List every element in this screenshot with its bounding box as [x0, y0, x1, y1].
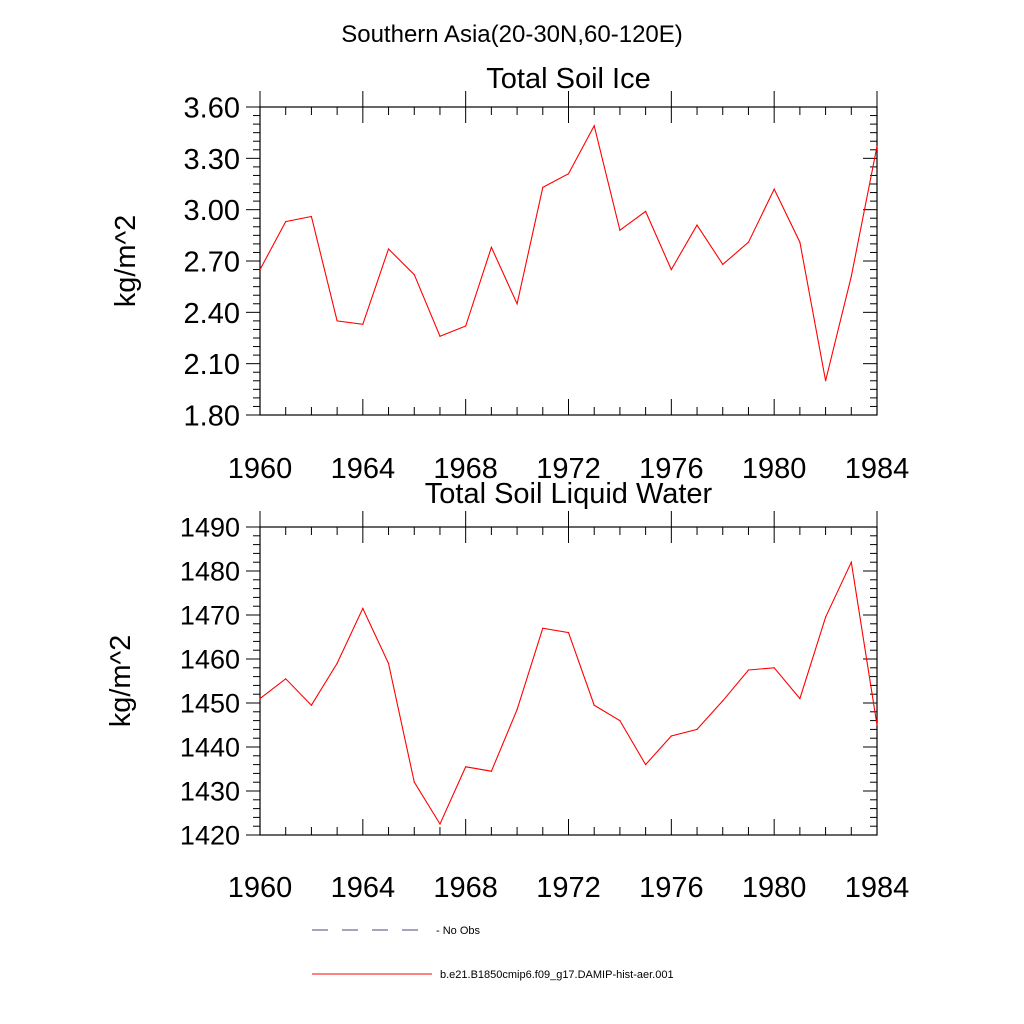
figure-title: Southern Asia(20-30N,60-120E)	[341, 21, 683, 48]
x-tick-label: 1964	[331, 872, 396, 904]
x-tick-label: 1980	[742, 872, 807, 904]
x-tick-label: 1984	[845, 872, 910, 904]
legend: - No Obs b.e21.B1850cmip6.f09_g17.DAMIP-h…	[312, 925, 674, 981]
data-point	[387, 248, 390, 250]
data-point	[310, 704, 313, 706]
x-tick-label: 1960	[228, 453, 293, 485]
x-tick-label: 1976	[639, 453, 704, 485]
y-tick-label: 1450	[180, 689, 240, 719]
data-point	[413, 274, 415, 276]
x-tick-label: 1968	[433, 453, 498, 485]
y-tick-label: 1.80	[184, 400, 240, 432]
data-point	[773, 188, 775, 190]
data-point	[516, 709, 518, 711]
data-point	[824, 616, 827, 618]
data-point	[516, 303, 518, 305]
panel-title: Total Soil Ice	[486, 63, 650, 95]
y-tick-label: 2.70	[184, 246, 240, 278]
data-point	[490, 246, 492, 248]
y-tick-label: 2.40	[184, 298, 240, 330]
x-tick-label: 1972	[536, 453, 601, 485]
data-point	[619, 720, 621, 722]
data-point	[439, 335, 441, 337]
data-point	[670, 735, 672, 737]
data-point	[593, 704, 595, 706]
data-point	[465, 766, 467, 768]
data-point	[645, 764, 647, 766]
data-point	[593, 125, 595, 127]
data-point	[722, 263, 724, 266]
panel-title: Total Soil Liquid Water	[425, 478, 713, 510]
y-axis-label: kg/m^2	[105, 635, 137, 728]
legend-label: b.e21.B1850cmip6.f09_g17.DAMIP-hist-aer.…	[440, 969, 674, 981]
data-point	[876, 145, 878, 147]
data-point	[310, 215, 313, 218]
y-tick-label: 3.00	[184, 195, 240, 227]
data-point	[567, 173, 570, 175]
data-point	[799, 698, 801, 700]
x-tick-label: 1960	[228, 872, 293, 904]
data-point	[567, 632, 570, 634]
data-point	[285, 678, 287, 680]
legend-label: - No Obs	[436, 925, 481, 937]
data-point	[747, 669, 750, 671]
data-point	[850, 275, 852, 277]
y-tick-label: 1440	[180, 733, 240, 763]
chart-panel-2: Total Soil Liquid Water kg/m^2 1960 1964 196…	[105, 478, 909, 904]
data-point	[439, 823, 441, 825]
y-tick-label: 3.30	[184, 144, 240, 176]
y-tick-label: 1470	[180, 601, 240, 631]
data-point	[542, 627, 544, 629]
data-point	[670, 268, 672, 271]
data-point	[285, 221, 287, 223]
chart-panels: Total Soil Ice kg/m^2 1960 1964 1968 1972 1976…	[105, 63, 909, 904]
data-point	[413, 781, 415, 783]
data-point	[259, 268, 261, 271]
data-point	[645, 210, 647, 212]
y-tick-label: 2.10	[184, 349, 240, 381]
x-tick-label: 1984	[845, 453, 910, 485]
y-tick-label: 1480	[180, 557, 240, 587]
y-tick-label: 1490	[180, 513, 240, 543]
data-point	[362, 323, 364, 325]
data-point	[876, 724, 878, 726]
data-point	[465, 325, 467, 327]
data-point	[336, 320, 338, 322]
data-point	[824, 380, 827, 382]
x-tick-label: 1980	[742, 453, 807, 485]
data-point	[747, 241, 750, 243]
data-point	[490, 770, 492, 772]
data-point	[362, 607, 364, 610]
y-tick-label: 1430	[180, 777, 240, 807]
y-tick-label: 1420	[180, 821, 240, 851]
y-axis-label: kg/m^2	[110, 215, 142, 308]
x-tick-label: 1976	[639, 872, 704, 904]
data-point	[542, 186, 544, 189]
y-tick-label: 1460	[180, 645, 240, 675]
data-point	[696, 224, 698, 226]
data-point	[387, 662, 390, 665]
data-point	[773, 667, 775, 669]
chart-panel-1: Total Soil Ice kg/m^2 1960 1964 1968 1972 1976…	[110, 63, 909, 485]
x-tick-label: 1964	[331, 453, 396, 485]
x-tick-label: 1968	[433, 872, 498, 904]
y-tick-label: 3.60	[184, 92, 240, 124]
data-point	[259, 698, 261, 700]
data-point	[696, 728, 698, 731]
data-point	[799, 241, 801, 243]
data-point	[619, 229, 621, 231]
data-point	[722, 700, 724, 702]
x-tick-label: 1972	[536, 872, 601, 904]
data-point	[850, 561, 852, 563]
data-point	[336, 662, 338, 665]
